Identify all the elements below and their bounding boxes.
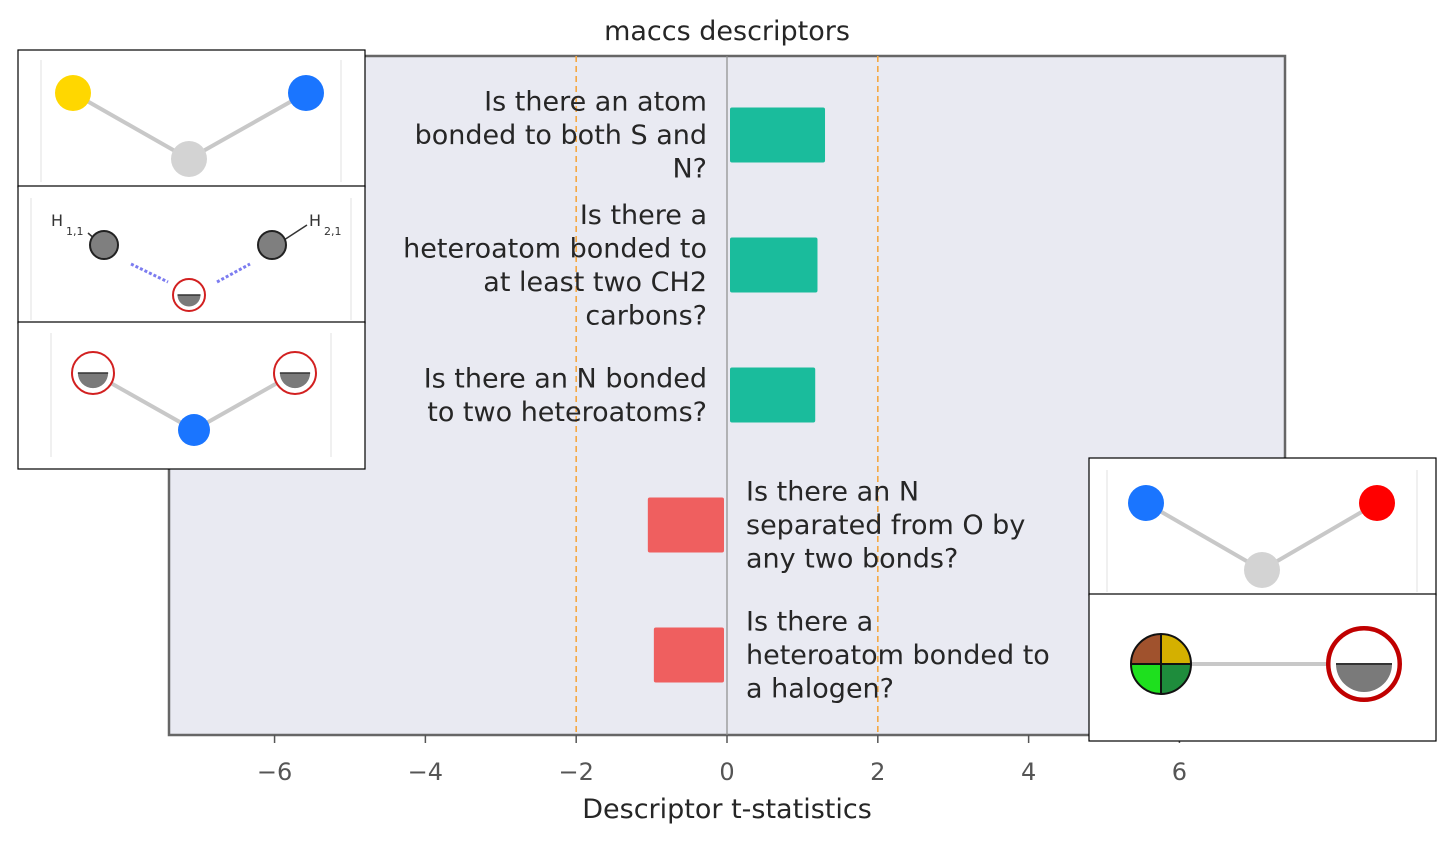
inset-molecule-4 bbox=[1088, 593, 1437, 742]
dummy-atom-fill bbox=[1336, 664, 1392, 692]
bar-label-line: a halogen? bbox=[746, 674, 894, 705]
carbon-atom bbox=[1244, 552, 1280, 588]
chart-title: maccs descriptors bbox=[604, 16, 850, 47]
atom-label: 2,1 bbox=[324, 225, 342, 238]
x-tick-label: −6 bbox=[257, 758, 292, 786]
bars bbox=[647, 107, 826, 683]
atom-label: H bbox=[309, 211, 321, 230]
x-tick-label: 0 bbox=[719, 758, 734, 786]
bond-dashed bbox=[216, 262, 251, 284]
bar-2 bbox=[730, 367, 816, 423]
nitrogen-atom bbox=[178, 414, 210, 446]
sulfur-atom bbox=[55, 75, 91, 111]
molecule-insets: H1,1H2,1 bbox=[17, 49, 1437, 742]
nitrogen-atom bbox=[288, 75, 324, 111]
bar-label-line: Is there an N bbox=[746, 477, 919, 508]
bar-labels: Is there an atom bonded to both S and N?Is… bbox=[403, 87, 1050, 705]
bar-0 bbox=[730, 107, 826, 163]
bar-label-0: Is there an atom bonded to both S and N? bbox=[415, 87, 707, 185]
inset-molecule-1: H1,1H2,1 bbox=[17, 185, 366, 324]
halogen-quadrant bbox=[1161, 634, 1191, 664]
x-tick-label: 4 bbox=[1021, 758, 1036, 786]
bar-label-2: Is there an N bonded to two heteroatoms? bbox=[424, 363, 707, 428]
x-axis: −6 −4 −2 0 2 4 6 bbox=[257, 735, 1187, 786]
bond bbox=[1144, 501, 1264, 572]
carbon-atom bbox=[89, 230, 119, 260]
carbon-atom bbox=[171, 141, 207, 177]
bond-h bbox=[283, 224, 308, 241]
inset-frame bbox=[17, 321, 366, 470]
bond bbox=[1260, 501, 1379, 572]
dummy-atom-fill bbox=[77, 373, 109, 389]
bar-label-line: separated from O by bbox=[746, 510, 1025, 541]
atom-label: 1,1 bbox=[66, 225, 84, 238]
bar-label-line: N? bbox=[672, 154, 707, 185]
bar-label-line: Is there a bbox=[580, 200, 707, 231]
bar-label-line: Is there an N bonded bbox=[424, 363, 707, 394]
bar-3 bbox=[647, 497, 724, 553]
atom-label: H bbox=[51, 211, 63, 230]
inset-molecule-0 bbox=[17, 49, 366, 188]
halogen-quadrant bbox=[1131, 634, 1161, 664]
bond bbox=[187, 91, 308, 161]
dummy-atom-ring bbox=[1327, 627, 1401, 701]
bar-label-line: heteroatom bonded to bbox=[746, 640, 1050, 671]
x-axis-label: Descriptor t-statistics bbox=[582, 794, 872, 825]
bar-label-line: at least two CH2 bbox=[483, 267, 707, 298]
x-tick-label: 2 bbox=[870, 758, 885, 786]
bond bbox=[71, 91, 191, 161]
x-tick-label: 6 bbox=[1172, 758, 1187, 786]
x-tick-label: −4 bbox=[408, 758, 443, 786]
bar-label-line: heteroatom bonded to bbox=[403, 233, 707, 264]
carbon-atom bbox=[257, 230, 287, 260]
bond-dashed bbox=[130, 262, 169, 284]
inset-molecule-2 bbox=[17, 321, 366, 470]
halogen-quadrant bbox=[1161, 664, 1191, 694]
nitrogen-atom bbox=[1128, 485, 1164, 521]
dummy-atom-fill bbox=[177, 295, 201, 307]
bar-label-line: to two heteroatoms? bbox=[427, 397, 707, 428]
bar-label-line: Is there an atom bbox=[484, 87, 707, 118]
bar-label-4: Is there a heteroatom bonded to a halogen? bbox=[746, 607, 1050, 705]
x-tick-label: −2 bbox=[558, 758, 593, 786]
reference-lines bbox=[575, 56, 879, 735]
oxygen-atom bbox=[1359, 485, 1395, 521]
bar-4 bbox=[653, 627, 724, 683]
bar-label-line: Is there a bbox=[746, 607, 873, 638]
bar-label-1: Is there a heteroatom bonded to at least t… bbox=[403, 200, 707, 332]
halogen-quadrant bbox=[1131, 664, 1161, 694]
inset-molecule-3 bbox=[1088, 457, 1437, 596]
bar-label-line: bonded to both S and bbox=[415, 120, 707, 151]
bar-label-line: carbons? bbox=[585, 300, 707, 331]
dummy-atom-fill bbox=[279, 373, 311, 389]
bar-label-line: any two bonds? bbox=[746, 544, 958, 575]
bar-1 bbox=[730, 237, 818, 293]
